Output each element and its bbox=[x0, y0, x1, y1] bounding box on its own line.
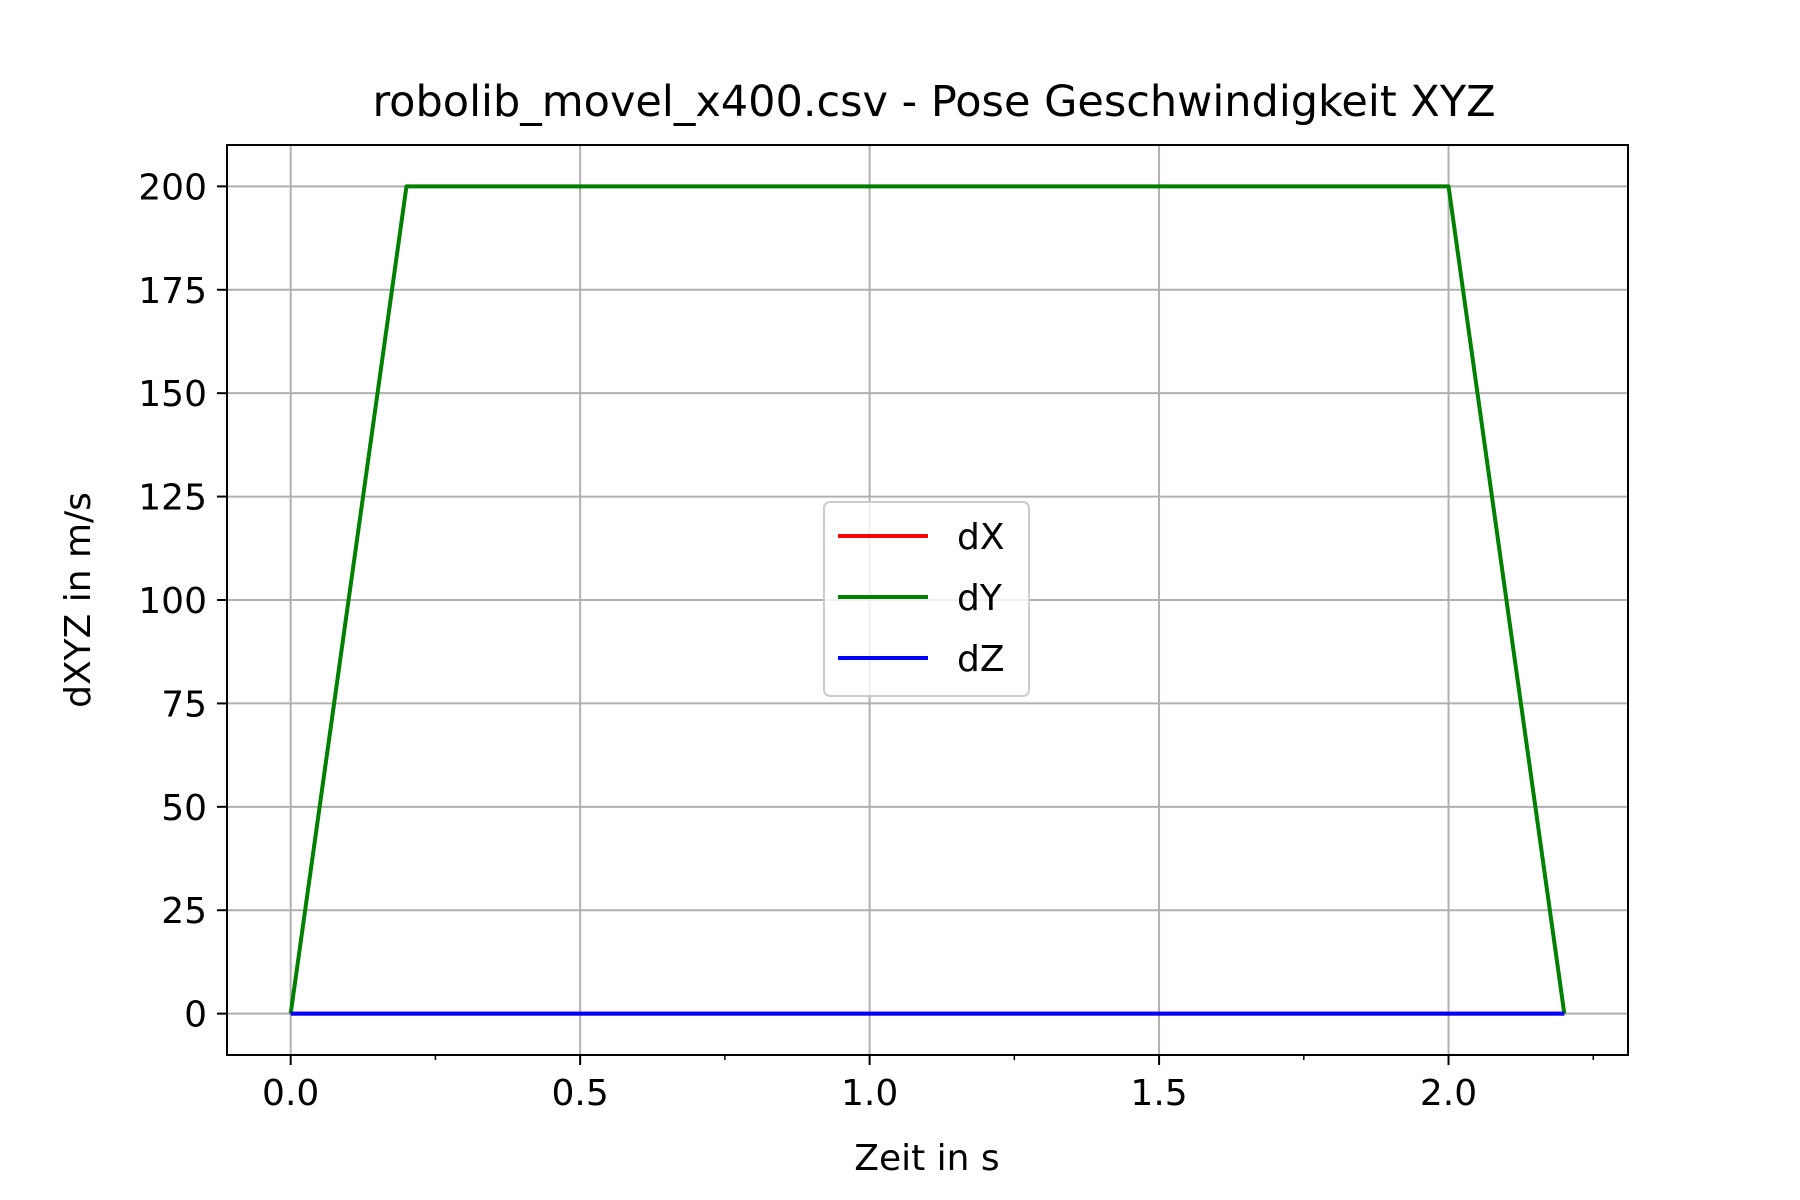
plot-lines bbox=[288, 184, 1567, 1016]
legend-label-dz: dZ bbox=[957, 639, 1005, 680]
x-tick-label: 0.0 bbox=[262, 1073, 319, 1114]
x-axis-label: Zeit in s bbox=[854, 1138, 999, 1179]
x-tick-label: 2.0 bbox=[1420, 1073, 1477, 1114]
y-tick-label: 25 bbox=[161, 891, 207, 932]
y-tick-label: 75 bbox=[161, 684, 207, 725]
y-tick-label: 175 bbox=[138, 271, 207, 312]
y-axis-label: dXYZ in m/s bbox=[58, 492, 99, 708]
chart-title: robolib_movel_x400.csv - Pose Geschwindi… bbox=[372, 77, 1495, 127]
legend-label-dy: dY bbox=[957, 578, 1003, 619]
y-tick-label: 200 bbox=[138, 167, 207, 208]
y-tick-label: 125 bbox=[138, 478, 207, 519]
y-tick-label: 150 bbox=[138, 374, 207, 415]
legend: dX dY dZ bbox=[823, 501, 1030, 697]
series-line-dy bbox=[288, 184, 1567, 1014]
x-tick-label: 0.5 bbox=[552, 1073, 609, 1114]
axis-ticks: 0.0 0.5 1.0 1.5 2.0 0 25 50 75 100 125 150 175 200 bbox=[138, 167, 1595, 1114]
x-tick-label: 1.5 bbox=[1130, 1073, 1187, 1114]
legend-label-dx: dX bbox=[957, 517, 1005, 558]
x-tick-label: 1.0 bbox=[841, 1073, 898, 1114]
y-tick-label: 0 bbox=[184, 995, 207, 1036]
y-tick-label: 50 bbox=[161, 788, 207, 829]
y-tick-label: 100 bbox=[138, 581, 207, 622]
